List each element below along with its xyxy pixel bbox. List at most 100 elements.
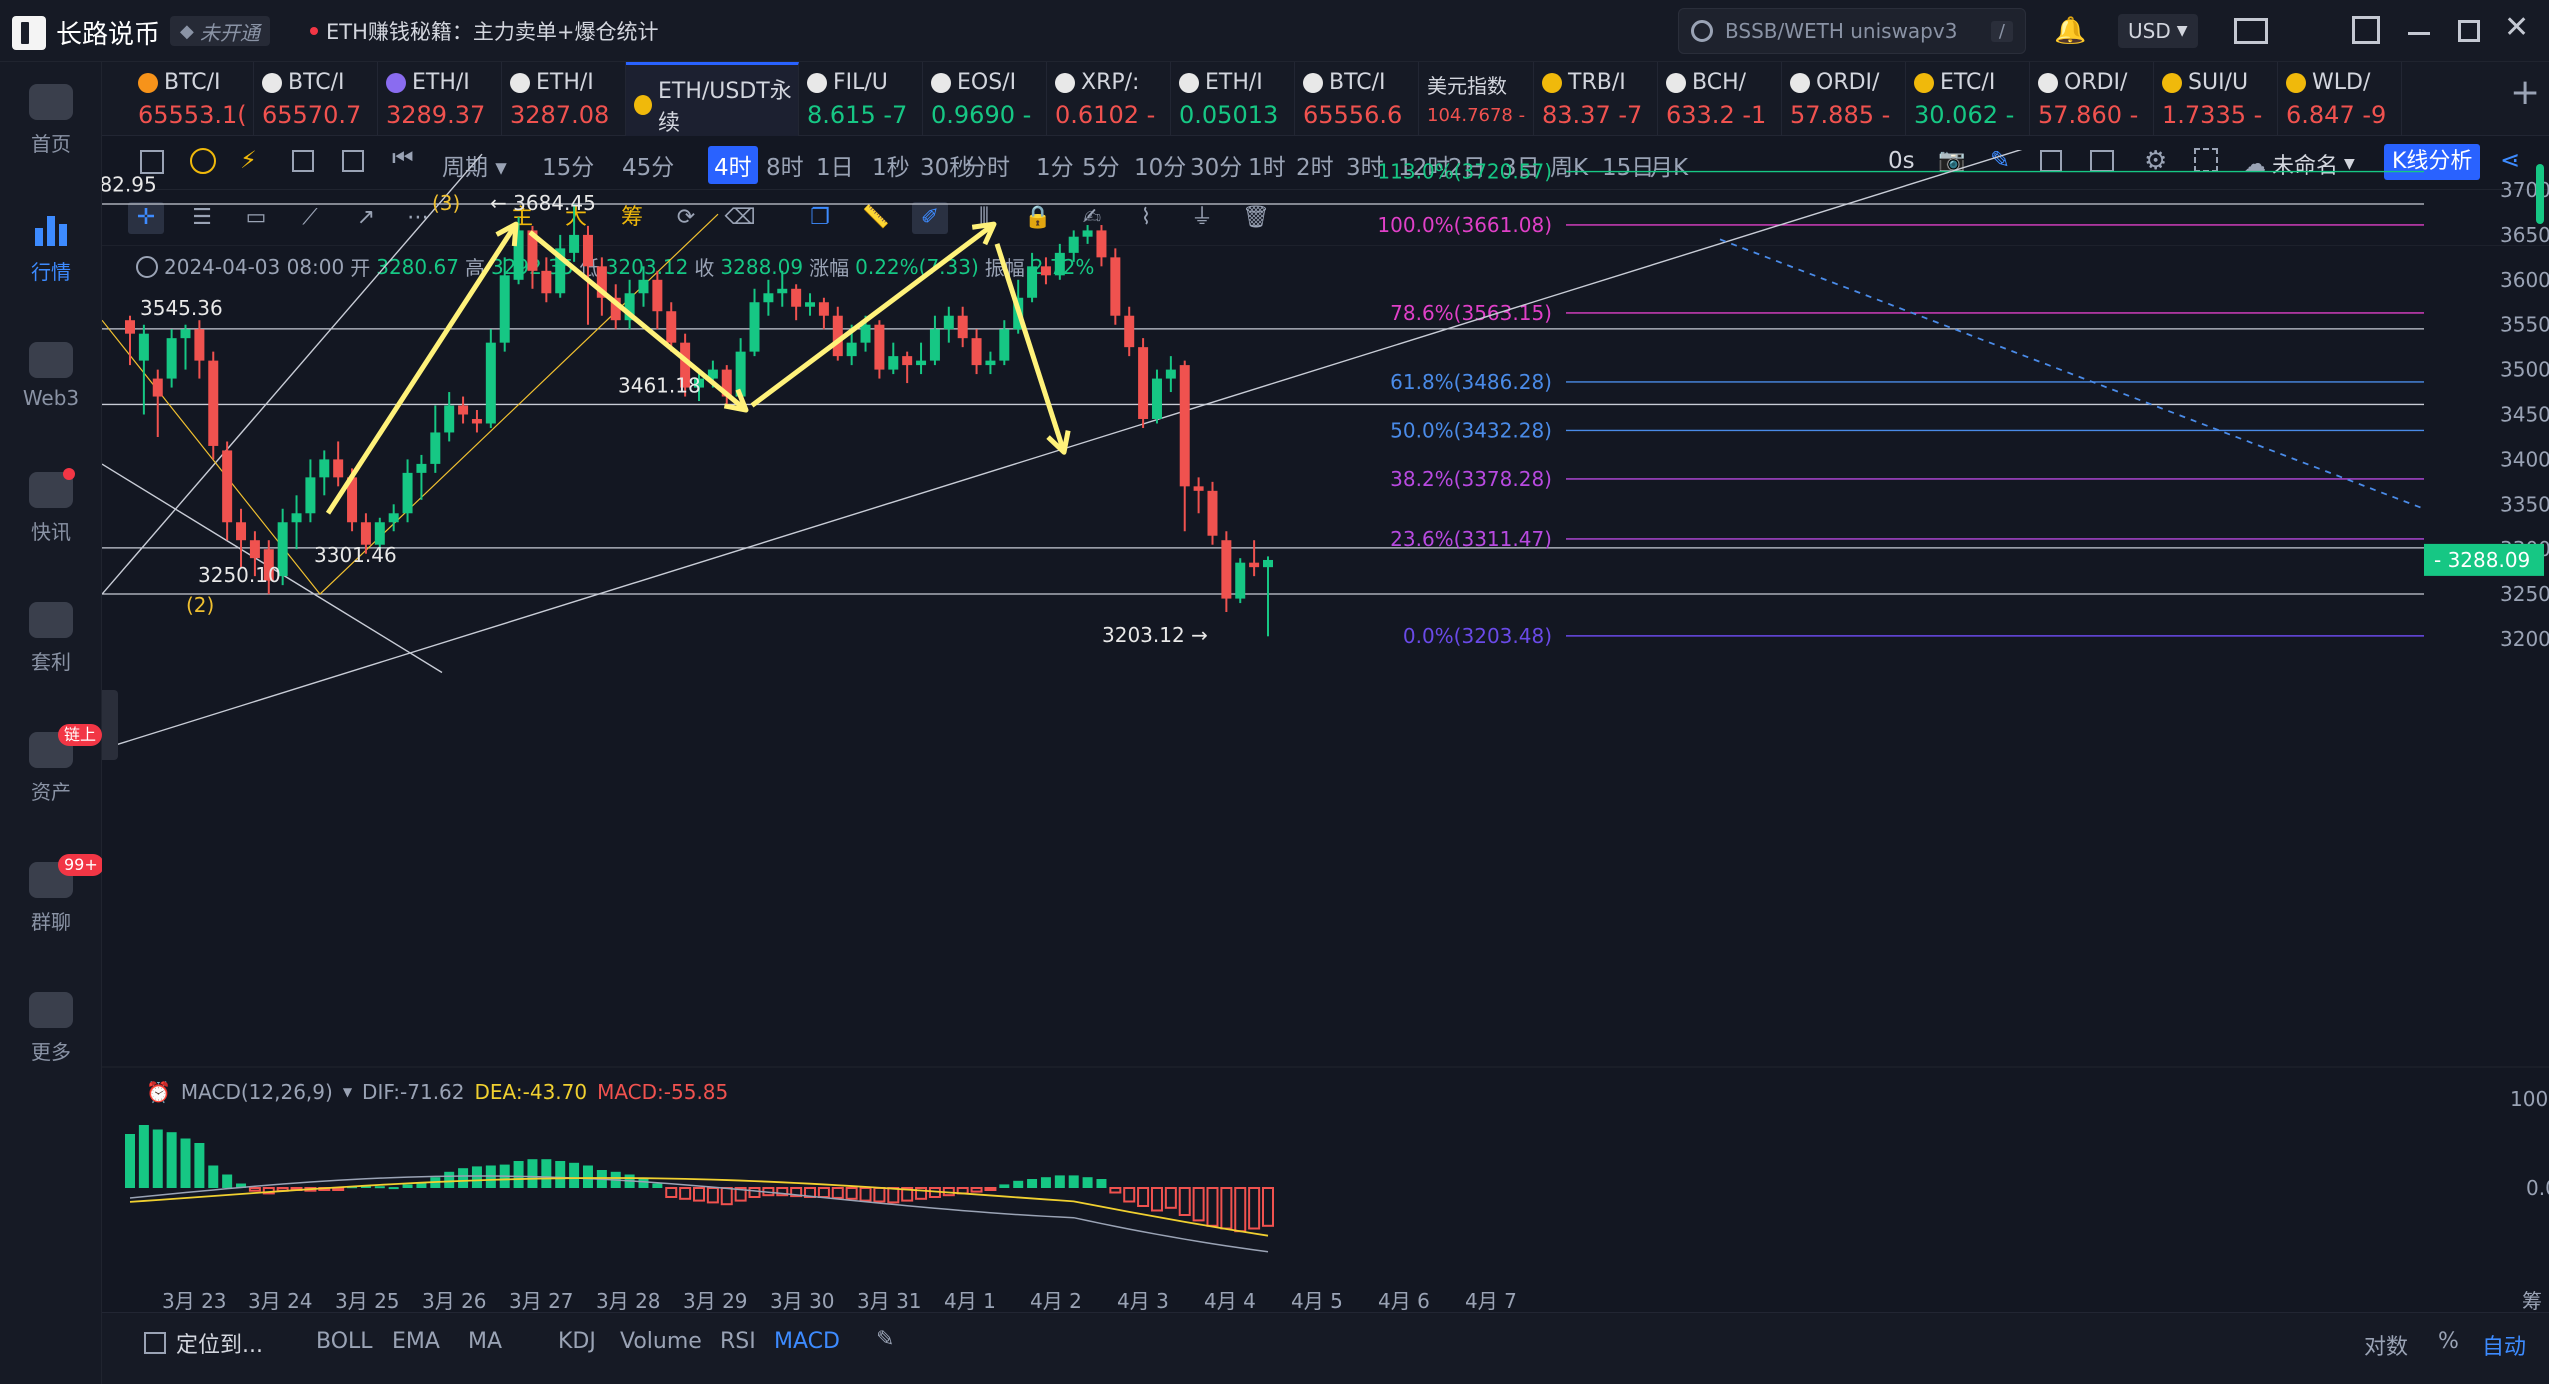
window-layout-icon[interactable] <box>2352 16 2380 44</box>
symbol-tab[interactable]: ETH/I 0.05013 <box>1171 62 1295 136</box>
sidebar-item-3[interactable]: 快讯 <box>0 468 102 545</box>
vip-status[interactable]: ◆ 未开通 <box>170 16 270 46</box>
period-8[interactable]: 分时 <box>964 155 1010 181</box>
bell-icon[interactable]: 🔔 <box>2054 16 2087 46</box>
ruler-tool-icon[interactable]: 📏 <box>862 205 890 230</box>
wave-line[interactable] <box>102 213 719 595</box>
collapse-icon[interactable] <box>136 255 158 278</box>
brush-tool-icon[interactable]: ✐ <box>912 202 948 234</box>
split-view-icon[interactable] <box>342 150 364 172</box>
period-19[interactable]: 周K <box>1550 155 1589 181</box>
symbol-tab[interactable]: ORDI/57.860 - <box>2030 62 2154 136</box>
indicator-rsi[interactable]: RSI <box>720 1329 756 1354</box>
mail-icon[interactable] <box>2234 18 2268 44</box>
symbol-tab[interactable]: XRP/: 0.6102 - <box>1047 62 1171 136</box>
indicator-icon[interactable] <box>190 148 216 174</box>
layout-select[interactable]: ☁ 未命名 ▼ <box>2244 148 2355 180</box>
period-16[interactable]: 12时 <box>1398 155 1451 181</box>
eraser-tool-icon[interactable]: ⌫ <box>724 205 756 230</box>
trend-line[interactable] <box>102 153 483 595</box>
period-1[interactable]: 15分 <box>542 155 595 181</box>
settings-icon[interactable]: ⚙ <box>2144 146 2168 176</box>
locate-button[interactable]: 定位到... <box>144 1327 263 1359</box>
sidebar-item-6[interactable]: 群聊 99+ <box>0 854 104 935</box>
period-9[interactable]: 1分 <box>1036 155 1074 181</box>
wave-arrow[interactable] <box>528 230 748 412</box>
big-order-tool[interactable]: 大 <box>564 205 587 230</box>
symbol-tab[interactable]: ETH/I 3287.08 <box>502 62 626 136</box>
projection-dashed-line[interactable] <box>1719 238 2425 510</box>
search-box[interactable]: BSSB/WETH uniswapv3 / <box>1678 8 2026 54</box>
symbol-tab[interactable]: SUI/U 1.7335 - <box>2154 62 2278 136</box>
macd-label[interactable]: MACD(12,26,9) <box>180 1080 333 1104</box>
indicator-kdj[interactable]: KDJ <box>558 1329 596 1354</box>
wave-arrow[interactable] <box>994 243 1067 453</box>
news-ticker[interactable]: ETH赚钱秘籍：主力卖单+爆仓统计 <box>310 16 658 46</box>
symbol-tab[interactable]: EOS/I 0.9690 - <box>923 62 1047 136</box>
sidebar-item-0[interactable]: 首页 <box>0 84 102 157</box>
magnet-tool-icon[interactable]: ⌇ <box>1140 205 1152 230</box>
sidebar-item-2[interactable]: Web3 <box>0 342 102 410</box>
period-2[interactable]: 45分 <box>622 155 675 181</box>
horizontal-lines-icon[interactable]: ☰ <box>192 205 212 230</box>
percent-scale-toggle[interactable]: % <box>2438 1329 2459 1354</box>
symbol-tab[interactable]: BCH/633.2 -1 <box>1658 62 1782 136</box>
note-tool-icon[interactable]: ✍ <box>1082 205 1102 230</box>
period-14[interactable]: 2时 <box>1296 155 1334 181</box>
rectangle-tool-icon[interactable]: ▭ <box>245 205 267 230</box>
symbol-tab[interactable]: FIL/U 8.615 -7 <box>799 62 923 136</box>
period-4[interactable]: 8时 <box>766 155 804 181</box>
indicator-macd[interactable]: MACD <box>774 1329 840 1354</box>
more-tools-icon[interactable]: ⋯ <box>407 205 429 230</box>
minimize-icon[interactable] <box>2408 32 2430 35</box>
symbol-tab[interactable]: BTC/I 65570.7 <box>254 62 378 136</box>
kline-svg[interactable]: 3700.003650.003600.003550.003500.003450.… <box>102 150 2549 1312</box>
symbol-tab[interactable]: 美元指数 104.7678 - <box>1419 62 1534 136</box>
wave-arrow[interactable] <box>325 222 519 515</box>
indicator-boll[interactable]: BOLL <box>316 1329 373 1354</box>
symbol-tab[interactable]: TRB/I 83.37 -7 <box>1534 62 1658 136</box>
log-scale-toggle[interactable]: 对数 <box>2364 1335 2409 1360</box>
segment-tool-icon[interactable]: ⟋ <box>302 205 318 230</box>
symbol-tab[interactable]: BTC/I 65556.6 <box>1295 62 1419 136</box>
period-21[interactable]: 月K <box>1650 155 1689 181</box>
scrollbar[interactable] <box>2536 164 2544 224</box>
filter-tool-icon[interactable]: ⏚ <box>1190 205 1213 230</box>
lightning-icon[interactable]: ⚡ <box>240 146 257 174</box>
replay-icon[interactable]: ⏮ <box>392 144 414 172</box>
period-20[interactable]: 15日 <box>1602 155 1655 181</box>
symbol-tab[interactable]: ETC/I 30.062 - <box>1906 62 2030 136</box>
period-5[interactable]: 1日 <box>816 155 854 181</box>
symbol-tab[interactable]: WLD/6.847 -9 <box>2278 62 2402 136</box>
sidebar-collapse-handle[interactable] <box>102 690 118 760</box>
chevron-down-icon[interactable]: ▼ <box>342 1085 353 1099</box>
close-icon[interactable]: ✕ <box>2504 10 2530 45</box>
currency-select[interactable]: USD ▼ <box>2118 14 2198 48</box>
calendar-icon[interactable] <box>292 150 314 172</box>
sidebar-item-7[interactable]: 更多 <box>0 992 102 1065</box>
indicator-ema[interactable]: EMA <box>392 1329 440 1354</box>
period-13[interactable]: 1时 <box>1248 155 1286 181</box>
trash-tool-icon[interactable]: 🗑 <box>1242 205 1270 230</box>
bars-pattern-icon[interactable]: ⫼ <box>978 205 990 230</box>
period-0[interactable]: 周期 ▾ <box>442 155 507 181</box>
kline-analysis-button[interactable]: K线分析 <box>2384 144 2481 180</box>
sidebar-item-1[interactable]: 行情 <box>0 212 102 285</box>
period-11[interactable]: 10分 <box>1134 155 1187 181</box>
symbol-tab[interactable]: ETH/I 3289.37 <box>378 62 502 136</box>
sidebar-item-5[interactable]: 资产 链上 <box>0 724 102 805</box>
sidebar-item-4[interactable]: 套利 <box>0 602 102 675</box>
period-15[interactable]: 3时 <box>1346 155 1384 181</box>
period-18[interactable]: 3日 <box>1502 155 1540 181</box>
share-icon[interactable]: ⋖ <box>2500 146 2521 174</box>
edit-indicator-icon[interactable]: ✎ <box>876 1327 895 1352</box>
wave-arrow[interactable] <box>750 222 996 408</box>
add-tab-icon[interactable]: + <box>2510 72 2541 113</box>
period-3[interactable]: 4时 <box>708 146 758 184</box>
period-7[interactable]: 30秒 <box>920 155 973 181</box>
maximize-icon[interactable] <box>2458 20 2480 42</box>
period-12[interactable]: 30分 <box>1190 155 1243 181</box>
chip-tool[interactable]: 筹 <box>620 205 643 230</box>
crosshair-tool-icon[interactable]: ✛ <box>128 202 164 234</box>
